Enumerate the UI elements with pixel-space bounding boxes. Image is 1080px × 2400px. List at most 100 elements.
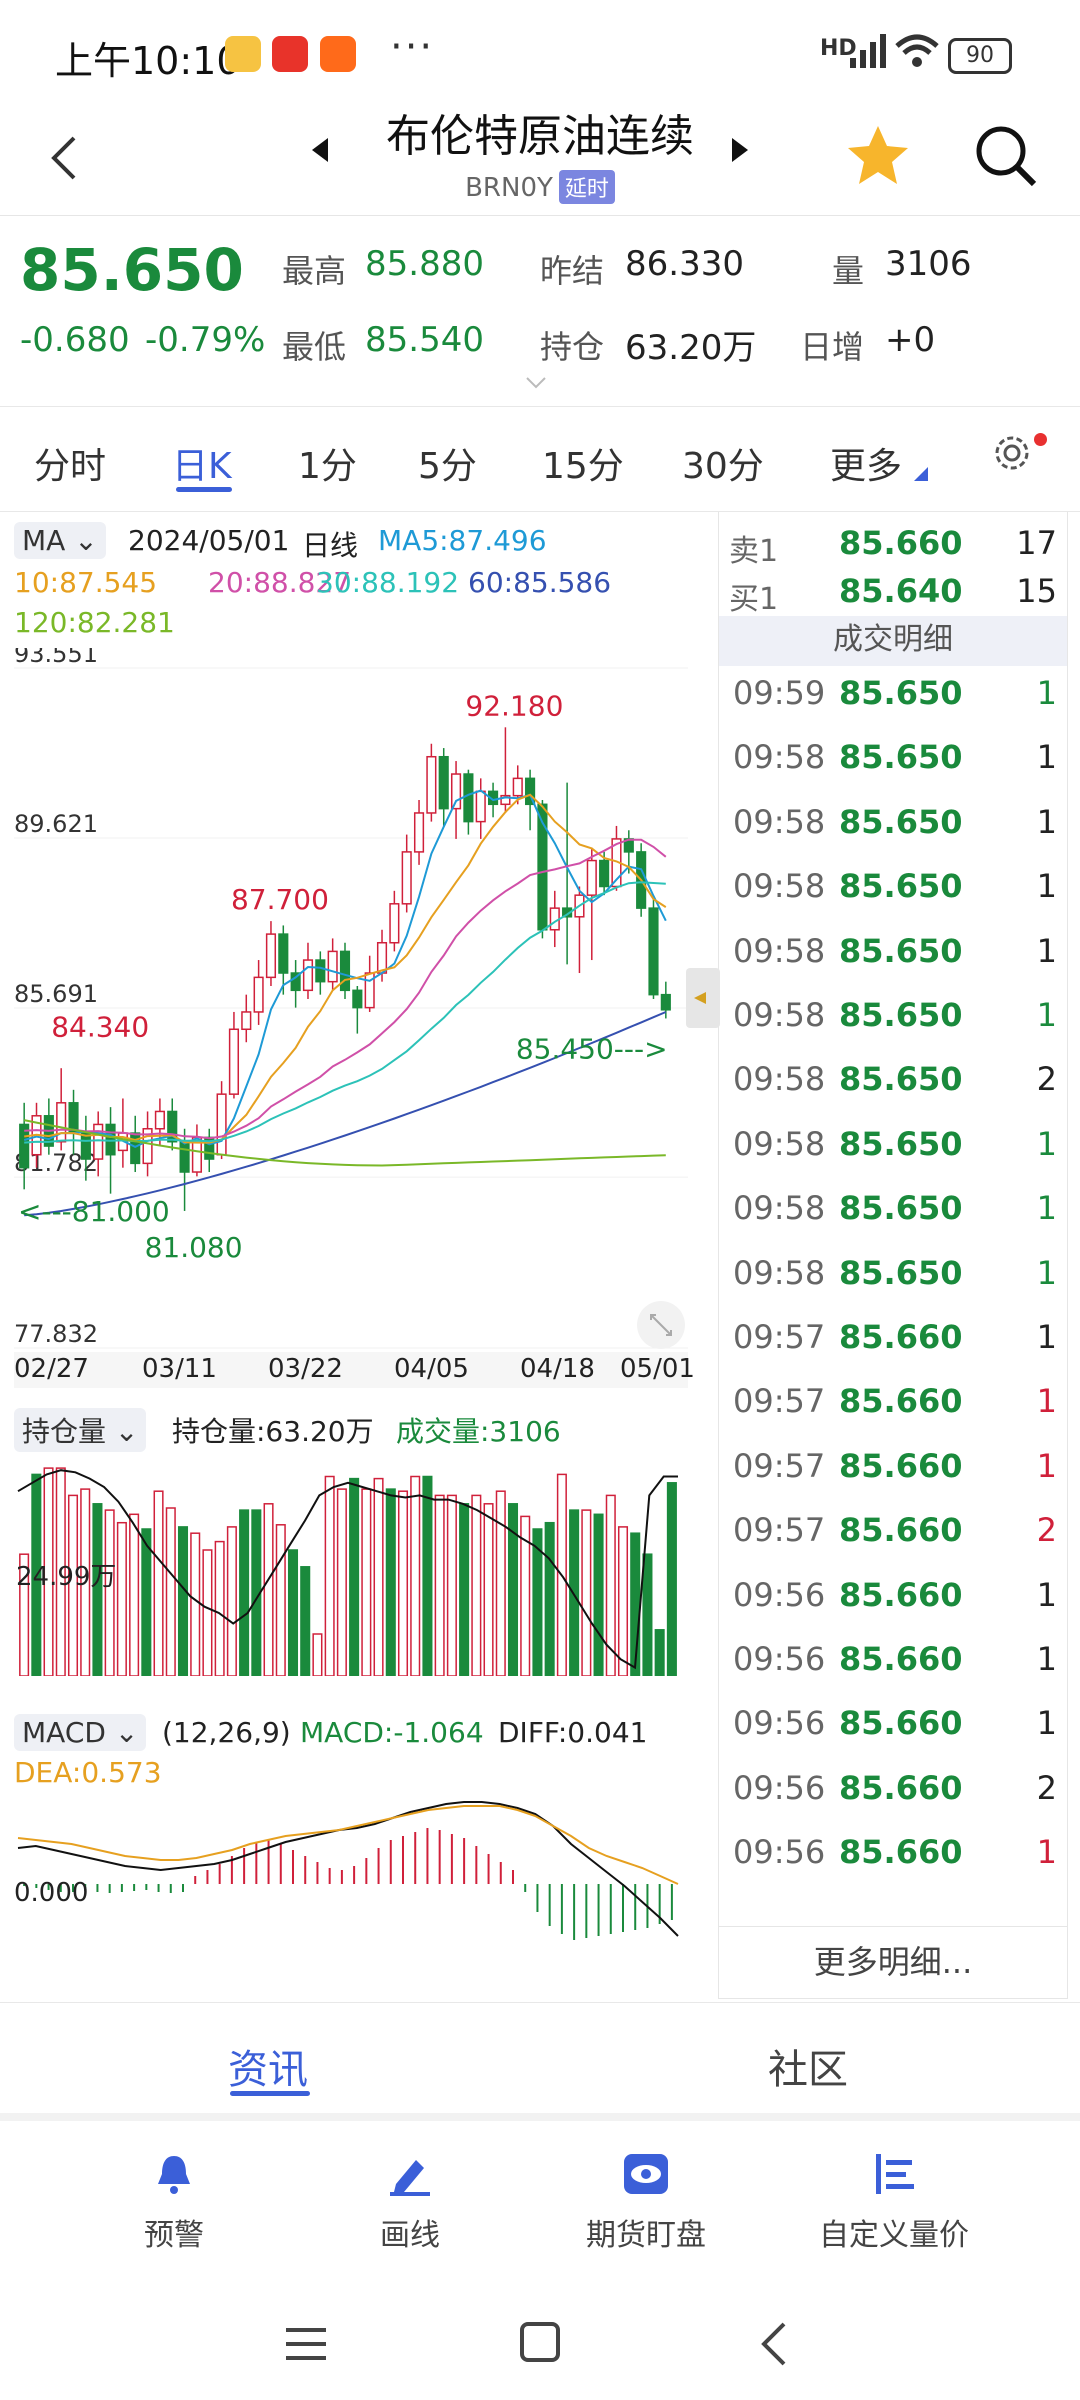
- macd-chart[interactable]: [14, 1796, 688, 1992]
- tab-more[interactable]: 更多: [830, 446, 903, 487]
- candle-body: [327, 950, 338, 983]
- trade-qty: 1: [1036, 1704, 1057, 1743]
- candle-body: [228, 1028, 240, 1095]
- volume-bar: [349, 1477, 360, 1676]
- local-high-annotation: 87.700: [231, 883, 329, 916]
- trade-time: 09:57: [733, 1382, 826, 1421]
- bid-price: 85.640: [839, 572, 963, 610]
- alert-tool-button[interactable]: 预警: [74, 2150, 274, 2254]
- candle-body: [265, 933, 277, 979]
- volume-indicator-label: 持仓量: [22, 1415, 107, 1448]
- chart-scroll-handle[interactable]: [686, 968, 720, 1028]
- trade-time: 09:59: [733, 674, 826, 712]
- trade-qty: 2: [1036, 1768, 1057, 1807]
- trade-price: 85.660: [839, 1575, 963, 1614]
- diff-line: [17, 1801, 679, 1937]
- bottom-tab-underline: [230, 2091, 310, 2096]
- volume-indicator-select[interactable]: 持仓量 ⌄: [14, 1408, 147, 1452]
- custom-volume-price-tool-button[interactable]: 自定义量价: [794, 2150, 994, 2254]
- custom-volume-price-tool-label: 自定义量价: [819, 2218, 969, 2253]
- trade-row: 09:58 85.650 1: [719, 1248, 1067, 1312]
- trade-price: 85.660: [839, 1640, 963, 1678]
- candle-body: [216, 1093, 227, 1156]
- next-contract-button[interactable]: [732, 138, 748, 162]
- candle-body: [463, 773, 474, 823]
- candle-body: [241, 1011, 252, 1031]
- futures-watch-tool-button[interactable]: 期货盯盘: [546, 2150, 746, 2254]
- trade-time: 09:58: [733, 1253, 826, 1292]
- volume-bar: [642, 1553, 653, 1676]
- tab-5min[interactable]: 5分: [418, 446, 477, 487]
- favorite-star-button[interactable]: [842, 120, 914, 192]
- ma-indicator-select[interactable]: MA ⌄: [14, 522, 106, 559]
- trade-row: 09:56 85.660 2: [719, 1763, 1067, 1827]
- ma-indicator-label: MA: [22, 524, 66, 557]
- tool-bar: 预警 画线 期货盯盘 自定义量价: [0, 2120, 1080, 2280]
- trade-row: 09:57 85.660 2: [719, 1505, 1067, 1569]
- trade-time: 09:58: [733, 802, 826, 841]
- period-tabs: 分时 日K 1分 5分 15分 30分 更多: [0, 406, 1080, 512]
- ma60-value: 60:85.586: [468, 566, 612, 599]
- y-tick: 85.691: [14, 980, 98, 1008]
- trade-time: 09:58: [733, 738, 826, 777]
- menu-nav-button[interactable]: [284, 2324, 328, 2364]
- home-nav-button[interactable]: [518, 2320, 562, 2364]
- trade-row: 09:58 85.650 2: [719, 1054, 1067, 1118]
- bottom-content-tabs: 资讯 社区: [0, 2002, 1080, 2121]
- tab-1min[interactable]: 1分: [298, 446, 357, 487]
- tab-news[interactable]: 资讯: [228, 2047, 308, 2093]
- expand-caret-icon[interactable]: [525, 376, 547, 390]
- trade-time: 09:58: [733, 1060, 826, 1099]
- high-value: 85.880: [365, 244, 484, 284]
- candle-body: [525, 777, 536, 806]
- kline-period: 日线: [302, 529, 359, 562]
- tab-30min[interactable]: 30分: [682, 446, 764, 487]
- macd-value: MACD:-1.064: [300, 1716, 484, 1749]
- trade-time: 09:57: [733, 1446, 826, 1485]
- contract-code: BRN0Y: [465, 173, 553, 203]
- candle-body: [167, 1110, 178, 1143]
- prev-contract-button[interactable]: [312, 138, 328, 162]
- tab-daily-k[interactable]: 日K: [172, 446, 232, 487]
- order-book: 卖1 85.660 17 买1 85.640 15 成交明细 09:59 85.6…: [718, 512, 1068, 1999]
- ma60-line: [24, 1011, 667, 1217]
- trade-qty: 1: [1036, 931, 1057, 970]
- trade-list[interactable]: 09:59 85.650 1 09:58 85.650 1 09:58 85.650 1 09:5…: [719, 668, 1067, 1924]
- candle-body: [339, 950, 351, 992]
- trade-detail-header: 成交明细: [719, 616, 1067, 666]
- tab-timeshare[interactable]: 分时: [34, 446, 107, 487]
- trade-qty: 1: [1036, 1382, 1057, 1421]
- futures-watch-tool-label: 期货盯盘: [586, 2218, 706, 2253]
- trade-row: 09:58 85.650 1: [719, 797, 1067, 861]
- volume-chart[interactable]: [14, 1456, 688, 1676]
- back-button[interactable]: [40, 128, 90, 188]
- candle-body: [438, 755, 449, 810]
- volume-bar: [129, 1513, 140, 1676]
- quote-panel: 85.650 -0.680 -0.79% 最高 85.880 最低 85.540…: [0, 216, 1080, 406]
- settings-gear-button[interactable]: [988, 429, 1036, 477]
- volume-bar: [165, 1507, 176, 1676]
- trade-time: 09:56: [733, 1833, 826, 1872]
- candle-body: [154, 1110, 165, 1130]
- draw-line-tool-button[interactable]: 画线: [310, 2150, 510, 2254]
- tab-15min[interactable]: 15分: [542, 446, 624, 487]
- trade-price: 85.650: [839, 1060, 963, 1099]
- candle-body: [56, 1102, 67, 1143]
- fullscreen-icon[interactable]: [636, 1300, 686, 1350]
- x-tick: 04/18: [520, 1354, 595, 1384]
- open-interest-value: 63.20万: [625, 328, 757, 368]
- ma5-value: MA5:87.496: [378, 524, 547, 557]
- volume-bar: [324, 1475, 335, 1676]
- back-nav-button[interactable]: [754, 2320, 794, 2368]
- ma10-line: [24, 793, 667, 1144]
- ma20-value: 20:88.827: [208, 566, 352, 599]
- more-details-button[interactable]: 更多明细...: [719, 1926, 1067, 1997]
- macd-indicator-select[interactable]: MACD ⌄: [14, 1714, 147, 1751]
- tab-community[interactable]: 社区: [768, 2047, 848, 2093]
- trade-price: 85.660: [839, 1768, 963, 1807]
- search-button[interactable]: [970, 120, 1042, 192]
- candle-body: [352, 989, 363, 1009]
- trade-row: 09:58 85.650 1: [719, 926, 1067, 990]
- volume-bar: [336, 1488, 347, 1676]
